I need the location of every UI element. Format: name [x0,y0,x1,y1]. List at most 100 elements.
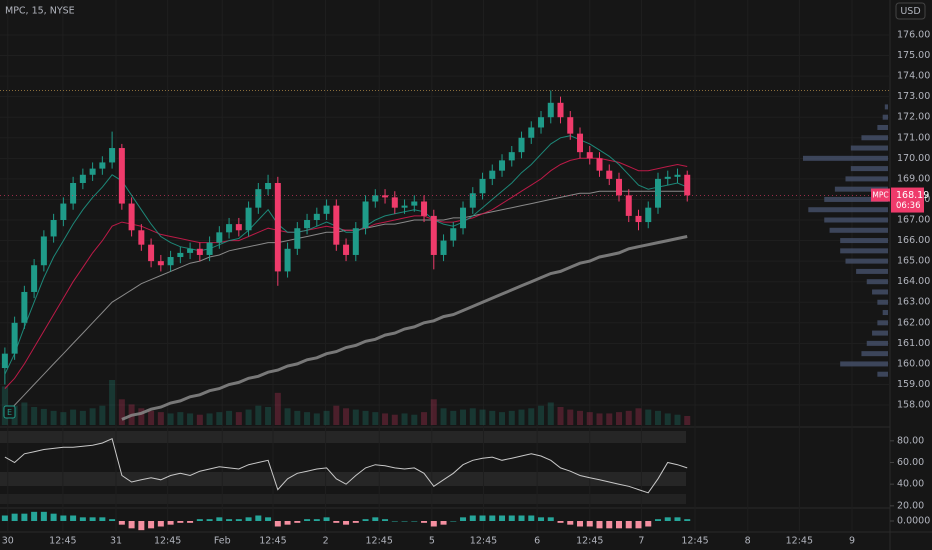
candle-body [265,182,272,190]
volume-bar [245,409,252,425]
volume-bar [323,410,330,425]
volume-bar [216,412,223,425]
x-tick-label: 6 [534,536,540,547]
candle-body [128,203,135,231]
x-tick-label: 12:45 [470,536,497,547]
currency-label[interactable]: USD [900,6,920,17]
volume-bar [625,410,632,425]
volume-bar [460,409,467,425]
volume-bar [177,412,184,425]
histogram-bar [226,519,233,521]
candle-body [567,117,574,134]
volume-bar [60,412,67,425]
volume-bar [586,412,593,425]
candle-body [157,261,164,266]
profile-bar [877,320,888,326]
profile-bar [877,371,888,377]
y-tick-label: 170.00 [897,153,930,164]
histogram-bar [60,515,67,521]
x-tick-label: 8 [745,536,751,547]
volume-bar [674,414,681,425]
profile-bar [861,351,888,357]
y-tick-label: 167.00 [897,215,930,226]
x-tick-label: 7 [638,536,644,547]
volume-bar [118,399,125,425]
volume-bar [138,408,145,425]
x-tick-label: 12:45 [154,536,181,547]
histogram-bar [430,521,437,527]
volume-bar [304,412,311,425]
volume-bar [187,413,194,425]
candle-body [596,158,603,171]
histogram-bar [664,517,671,521]
histogram-bar [284,521,291,525]
events-icon-label[interactable]: E [7,408,12,417]
volume-bar [372,412,379,425]
volume-bar [684,416,691,425]
histogram-bar [635,521,642,529]
volume-bar [70,409,77,425]
histogram-bar [674,517,681,521]
histogram-bar [294,521,301,523]
histogram-bar [625,521,632,529]
histogram-bar [333,521,340,523]
histogram-bar [313,519,320,521]
volume-bar [255,405,262,425]
histogram-bar [265,517,272,521]
candle-body [138,230,145,245]
profile-bar [856,268,888,274]
y-tick-label: 173.00 [897,91,930,102]
moving-line [121,235,688,421]
histogram-bar [167,521,174,525]
y-tick-label: 80.00 [897,435,924,446]
volume-bar [401,413,408,425]
candle-body [118,148,125,204]
y-tick-label: 174.00 [897,71,930,82]
volume-bar [528,408,535,425]
candle-body [50,220,57,237]
y-tick-label: 60.00 [897,457,924,468]
y-tick-label: 159.00 [897,379,930,390]
candle-body [411,201,418,206]
histogram-bar [11,513,18,521]
profile-bar [882,310,888,316]
x-tick-label: 12:45 [681,536,708,547]
candle-body [489,170,496,179]
candle-body [11,322,18,354]
candle-body [460,207,467,229]
histogram-bar [567,521,574,525]
x-tick-label: Feb [214,536,231,547]
volume-bar [343,408,350,425]
histogram-bar [616,521,623,529]
volume-bar [606,413,613,425]
y-tick-label: 175.00 [897,50,930,61]
x-tick-label: 12:45 [576,536,603,547]
y-tick-label: 163.00 [897,297,930,308]
profile-bar [845,176,888,182]
currency-button[interactable] [895,2,926,20]
volume-bar [50,410,57,425]
profile-bar [840,361,888,367]
events-icon[interactable] [3,405,16,419]
candle-body [479,178,486,194]
volume-bar [382,413,389,425]
volume-bar [89,408,96,425]
volume-bar [469,408,476,425]
volume-bar [411,414,418,425]
candle-body [1,353,8,369]
candle-body [430,215,437,255]
histogram-bar [654,519,661,521]
profile-bar [877,299,888,305]
x-tick-label: 12:45 [49,536,76,547]
candle-body [206,242,213,255]
histogram-bar [304,519,311,521]
candle-body [674,174,681,177]
profile-bar [834,186,888,192]
candle-body [372,195,379,202]
candle-body [148,244,155,262]
y-tick-label: 176.00 [897,29,930,40]
histogram-bar [274,521,281,527]
candle-body [235,224,242,231]
candle-body [518,137,525,153]
